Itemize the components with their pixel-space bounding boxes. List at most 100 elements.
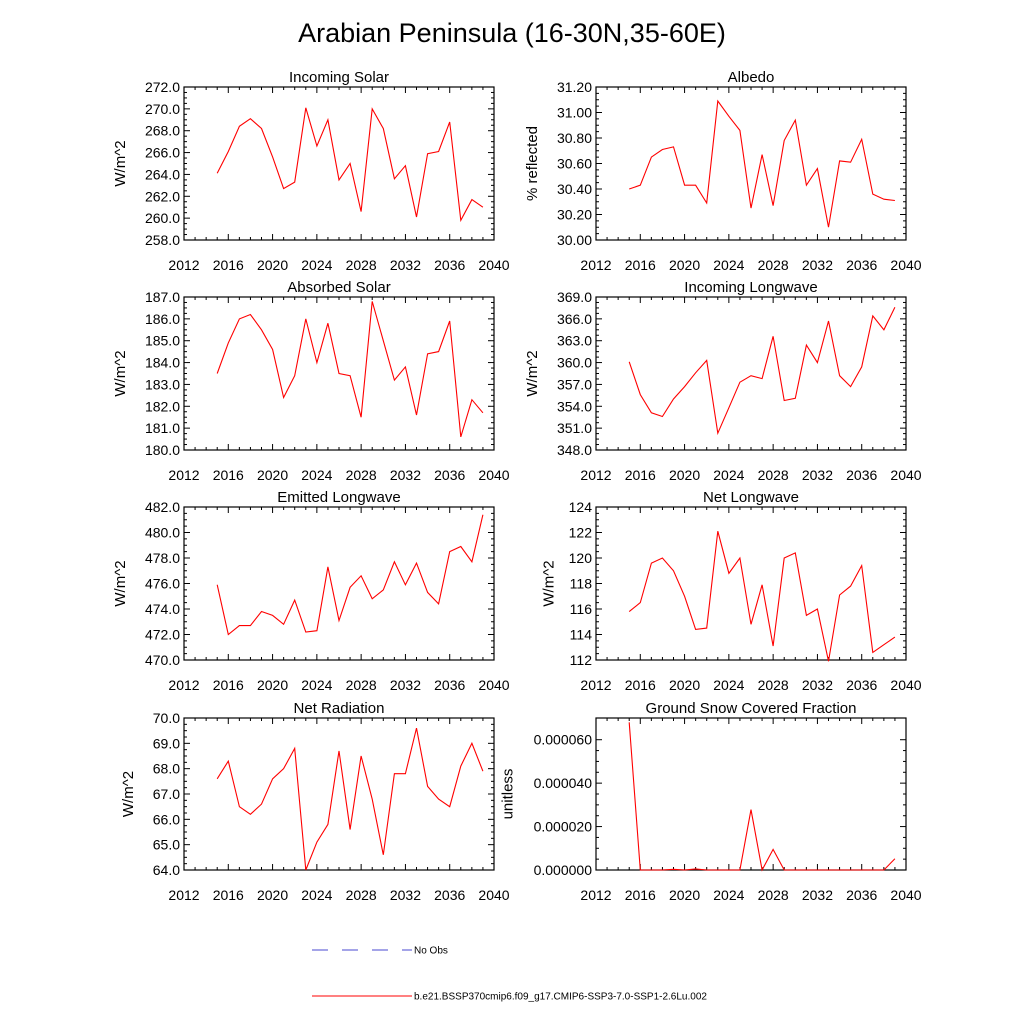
y-tick-label: 266.0 bbox=[145, 145, 180, 161]
plot-frame bbox=[595, 296, 907, 451]
panel-6: 2012 2016 2020 2024 2028 2032 2036 2040 112 114 11… bbox=[540, 489, 921, 693]
x-tick-label: 2024 bbox=[713, 257, 744, 273]
panel-grid: 2012 2016 2020 2024 2028 2032 2036 2040 258.0 260… bbox=[112, 69, 922, 903]
y-tick-label: 30.60 bbox=[557, 156, 592, 172]
y-tick-label: 186.0 bbox=[145, 311, 180, 327]
x-tick-label: 2024 bbox=[301, 467, 332, 483]
series-line bbox=[216, 301, 484, 438]
y-axis-label: W/m^2 bbox=[120, 771, 137, 817]
x-tick-label: 2012 bbox=[580, 887, 611, 903]
x-tick-label: 2020 bbox=[257, 257, 288, 273]
x-tick-label: 2012 bbox=[168, 257, 199, 273]
x-tick-label: 2016 bbox=[625, 467, 656, 483]
y-tick-label: 260.0 bbox=[145, 210, 180, 226]
x-tick-label: 2028 bbox=[758, 677, 789, 693]
y-axis-label: W/m^2 bbox=[112, 560, 129, 606]
y-tick-label: 30.40 bbox=[557, 181, 592, 197]
x-tick-label: 2028 bbox=[758, 257, 789, 273]
plot-frame bbox=[595, 717, 907, 871]
y-tick-label: 478.0 bbox=[145, 550, 180, 566]
y-tick-label: 118 bbox=[570, 576, 593, 592]
y-tick-label: 474.0 bbox=[145, 601, 180, 617]
panel-title: Incoming Longwave bbox=[684, 279, 817, 296]
y-tick-label: 30.00 bbox=[557, 232, 592, 248]
x-tick-label: 2020 bbox=[669, 887, 700, 903]
x-tick-label: 2012 bbox=[580, 677, 611, 693]
y-tick-label: 357.0 bbox=[557, 376, 592, 392]
x-tick-label: 2012 bbox=[168, 467, 199, 483]
x-tick-label: 2032 bbox=[390, 887, 421, 903]
y-tick-label: 180.0 bbox=[145, 442, 180, 458]
x-tick-label: 2016 bbox=[213, 677, 244, 693]
y-tick-label: 351.0 bbox=[557, 420, 592, 436]
x-tick-label: 2032 bbox=[802, 677, 833, 693]
y-axis-label: unitless bbox=[499, 769, 516, 820]
y-axis-label: W/m^2 bbox=[524, 350, 541, 396]
panel-title: Net Radiation bbox=[294, 700, 385, 717]
y-tick-label: 482.0 bbox=[145, 499, 180, 515]
panel-4: 2012 2016 2020 2024 2028 2032 2036 2040 348.0 351… bbox=[524, 279, 922, 483]
panel-title: Albedo bbox=[728, 69, 775, 86]
x-tick-label: 2012 bbox=[580, 257, 611, 273]
x-tick-label: 2036 bbox=[434, 467, 465, 483]
legend: No Obs b.e21.BSSP370cmip6.f09_g17.CMIP6-S… bbox=[312, 946, 707, 1003]
series-line bbox=[628, 306, 896, 436]
y-tick-label: 472.0 bbox=[145, 627, 180, 643]
x-tick-label: 2040 bbox=[890, 467, 921, 483]
x-tick-label: 2040 bbox=[478, 677, 509, 693]
y-axis-label: W/m^2 bbox=[112, 350, 129, 396]
series-line bbox=[628, 531, 896, 662]
panel-title: Emitted Longwave bbox=[277, 489, 400, 506]
y-tick-label: 480.0 bbox=[145, 525, 180, 541]
x-tick-label: 2028 bbox=[758, 887, 789, 903]
x-tick-label: 2020 bbox=[257, 467, 288, 483]
x-tick-label: 2012 bbox=[168, 677, 199, 693]
plot-frame bbox=[183, 717, 495, 871]
y-tick-label: 68.0 bbox=[153, 761, 180, 777]
panel-3: 2012 2016 2020 2024 2028 2032 2036 2040 180.0 181… bbox=[112, 279, 510, 483]
y-tick-label: 124 bbox=[569, 499, 593, 515]
y-tick-label: 185.0 bbox=[145, 333, 180, 349]
y-tick-label: 67.0 bbox=[153, 786, 180, 802]
x-tick-label: 2036 bbox=[846, 677, 877, 693]
y-tick-label: 114 bbox=[570, 627, 593, 643]
x-tick-label: 2020 bbox=[257, 677, 288, 693]
panel-title: Net Longwave bbox=[703, 489, 799, 506]
y-tick-label: 122 bbox=[569, 525, 593, 541]
legend-label-1: No Obs bbox=[414, 946, 448, 957]
y-tick-label: 70.0 bbox=[153, 710, 180, 726]
y-tick-label: 116 bbox=[570, 601, 593, 617]
panel-8: 2012 2016 2020 2024 2028 2032 2036 2040 0.000000… bbox=[499, 700, 921, 903]
y-tick-label: 187.0 bbox=[145, 289, 180, 305]
panel-title: Absorbed Solar bbox=[287, 279, 390, 296]
y-tick-label: 0.000000 bbox=[534, 862, 593, 878]
x-tick-label: 2016 bbox=[213, 257, 244, 273]
y-tick-label: 360.0 bbox=[557, 355, 592, 371]
x-tick-label: 2024 bbox=[301, 887, 332, 903]
y-tick-label: 366.0 bbox=[557, 311, 592, 327]
y-tick-label: 363.0 bbox=[557, 333, 592, 349]
x-tick-label: 2032 bbox=[802, 257, 833, 273]
y-tick-label: 0.000060 bbox=[534, 732, 593, 748]
y-tick-label: 348.0 bbox=[557, 442, 592, 458]
x-tick-label: 2024 bbox=[301, 257, 332, 273]
x-tick-label: 2020 bbox=[669, 257, 700, 273]
x-tick-label: 2028 bbox=[346, 887, 377, 903]
y-tick-label: 270.0 bbox=[145, 101, 180, 117]
y-tick-label: 112 bbox=[570, 652, 593, 668]
x-tick-label: 2016 bbox=[625, 257, 656, 273]
x-tick-label: 2016 bbox=[625, 677, 656, 693]
y-tick-label: 65.0 bbox=[153, 837, 180, 853]
x-tick-label: 2036 bbox=[846, 257, 877, 273]
x-tick-label: 2024 bbox=[713, 887, 744, 903]
x-tick-label: 2020 bbox=[669, 677, 700, 693]
x-tick-label: 2036 bbox=[434, 677, 465, 693]
y-axis-label: % reflected bbox=[524, 126, 541, 201]
series-line bbox=[216, 514, 484, 636]
y-tick-label: 30.20 bbox=[557, 207, 592, 223]
x-tick-label: 2040 bbox=[478, 887, 509, 903]
panel-2: 2012 2016 2020 2024 2028 2032 2036 2040 30.00 30.… bbox=[524, 69, 922, 273]
panel-title: Incoming Solar bbox=[289, 69, 389, 86]
x-tick-label: 2020 bbox=[669, 467, 700, 483]
